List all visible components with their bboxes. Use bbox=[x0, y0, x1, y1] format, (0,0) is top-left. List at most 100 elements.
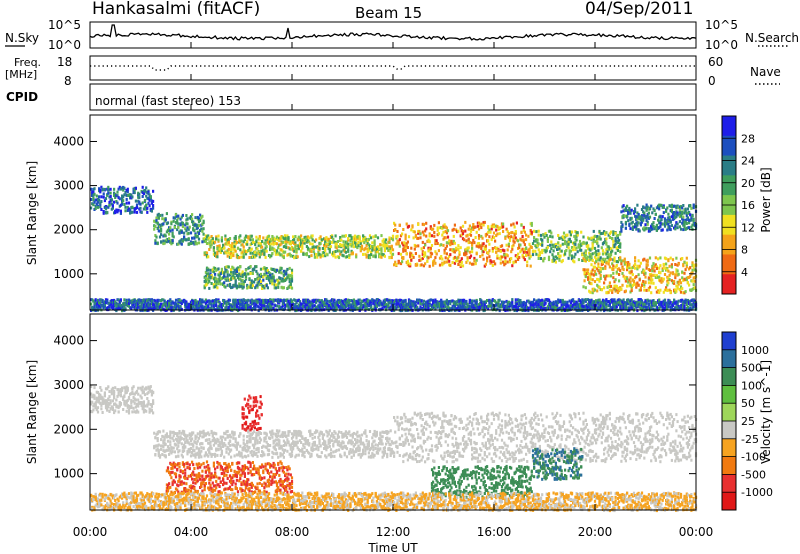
power-cell bbox=[333, 253, 335, 256]
power-cell bbox=[103, 196, 105, 199]
power-cell bbox=[410, 247, 412, 250]
power-cell bbox=[592, 252, 594, 255]
power-cell bbox=[476, 252, 478, 255]
power-cell bbox=[650, 291, 652, 294]
power-cell bbox=[666, 289, 668, 292]
power-cell bbox=[380, 234, 382, 237]
power-cell bbox=[172, 232, 174, 235]
power-cell bbox=[582, 257, 584, 260]
power-cell bbox=[182, 214, 184, 217]
power-cell bbox=[611, 237, 613, 240]
power-cell bbox=[501, 244, 503, 247]
power-cell bbox=[138, 193, 140, 196]
power-cell bbox=[154, 242, 156, 245]
power-cell bbox=[207, 272, 209, 275]
power-cell bbox=[523, 241, 525, 244]
power-cell bbox=[631, 289, 633, 292]
power-cell bbox=[391, 256, 393, 259]
power-cell bbox=[107, 186, 109, 189]
power-cell bbox=[357, 241, 359, 244]
power-cell bbox=[103, 210, 105, 213]
power-cell bbox=[250, 265, 252, 268]
power-cell bbox=[691, 215, 693, 218]
power-cell bbox=[363, 241, 365, 244]
power-cell bbox=[384, 249, 386, 252]
power-cell bbox=[98, 199, 100, 202]
power-cell bbox=[662, 228, 664, 231]
power-cell bbox=[321, 238, 323, 241]
power-cell bbox=[587, 244, 589, 247]
power-cell bbox=[224, 286, 226, 289]
power-cell bbox=[626, 285, 628, 288]
power-cell bbox=[416, 306, 418, 309]
power-cell bbox=[553, 256, 555, 259]
power-cell bbox=[161, 217, 163, 220]
power-cell bbox=[273, 276, 275, 279]
power-cell bbox=[246, 243, 248, 246]
power-cell bbox=[500, 250, 502, 253]
power-cell bbox=[290, 283, 292, 286]
power-cell bbox=[585, 250, 587, 253]
power-cell bbox=[470, 255, 472, 258]
power-cell bbox=[478, 228, 480, 231]
power-cell bbox=[461, 257, 463, 260]
power-cell bbox=[227, 255, 229, 258]
power-cell bbox=[511, 231, 513, 234]
power-cell bbox=[638, 259, 640, 262]
power-cell bbox=[693, 264, 695, 267]
power-cell bbox=[619, 233, 621, 236]
power-cell bbox=[678, 273, 680, 276]
power-cell bbox=[691, 269, 693, 272]
power-cell bbox=[495, 251, 497, 254]
power-cell bbox=[275, 283, 277, 286]
power-cell bbox=[214, 241, 216, 244]
power-cell bbox=[674, 263, 676, 266]
power-cell bbox=[194, 216, 196, 219]
power-cell bbox=[478, 234, 480, 237]
power-cell bbox=[597, 258, 599, 261]
power-cell bbox=[595, 250, 597, 253]
power-cell bbox=[492, 264, 494, 267]
power-cell bbox=[549, 250, 551, 253]
power-cell bbox=[208, 280, 210, 283]
power-cell bbox=[663, 211, 665, 214]
power-cell bbox=[590, 237, 592, 240]
power-cell bbox=[207, 305, 209, 308]
power-cell bbox=[185, 229, 187, 232]
power-cell bbox=[424, 244, 426, 247]
power-cell bbox=[387, 249, 389, 252]
power-cell bbox=[181, 231, 183, 234]
power-cell bbox=[425, 227, 427, 230]
power-cell bbox=[268, 235, 270, 238]
power-cell bbox=[145, 204, 147, 207]
power-cell bbox=[247, 299, 249, 302]
power-cell bbox=[624, 215, 626, 218]
power-cell bbox=[336, 246, 338, 249]
power-cell bbox=[573, 256, 575, 259]
power-cell bbox=[385, 238, 387, 241]
power-cell bbox=[660, 218, 662, 221]
power-cell bbox=[277, 246, 279, 249]
power-cell bbox=[509, 239, 511, 242]
power-cell bbox=[659, 215, 661, 218]
power-cell bbox=[396, 235, 398, 238]
date-title: 04/Sep/2011 bbox=[585, 0, 693, 19]
power-cell bbox=[689, 213, 691, 216]
power-cell bbox=[651, 269, 653, 272]
power-cell bbox=[388, 301, 390, 304]
power-cell bbox=[597, 265, 599, 268]
power-cell bbox=[243, 246, 245, 249]
power-cell bbox=[157, 242, 159, 245]
power-cell bbox=[208, 237, 210, 240]
power-cell bbox=[424, 262, 426, 265]
power-cell bbox=[550, 240, 552, 243]
power-cell bbox=[543, 236, 545, 239]
power-cell bbox=[238, 269, 240, 272]
power-cell bbox=[277, 286, 279, 289]
power-cell bbox=[424, 251, 426, 254]
power-cell bbox=[235, 299, 237, 302]
power-cell bbox=[570, 240, 572, 243]
power-cell bbox=[359, 236, 361, 239]
power-cell bbox=[494, 262, 496, 265]
power-cell bbox=[235, 279, 237, 282]
